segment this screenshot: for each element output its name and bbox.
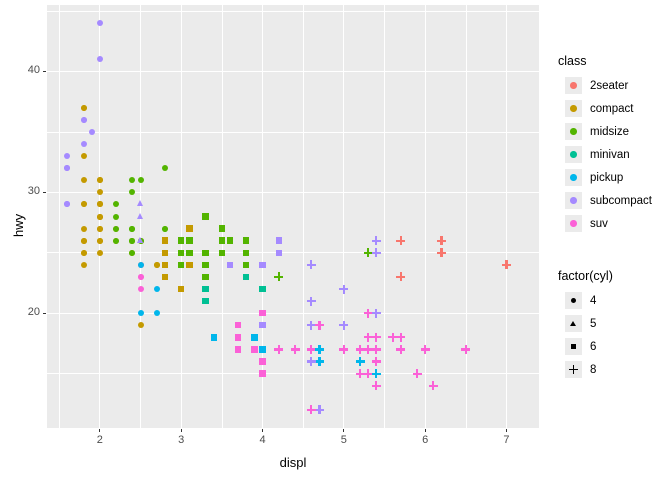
- x-tick-label: 5: [340, 434, 347, 446]
- plot-panel: [47, 5, 539, 428]
- gridline-horizontal: [47, 373, 539, 374]
- x-tick-mark: [262, 429, 263, 432]
- legend-key-midsize[interactable]: [565, 123, 582, 140]
- y-axis-title: hwy: [11, 213, 26, 237]
- x-tick-mark: [180, 429, 182, 432]
- legend-label-midsize: midsize: [590, 126, 629, 138]
- legend-label-suv: suv: [590, 218, 608, 230]
- gridline-horizontal: [47, 131, 539, 133]
- y-tick-mark: [43, 70, 46, 72]
- legend-title-class: class: [558, 54, 587, 68]
- legend-key-subcompact[interactable]: [565, 192, 582, 209]
- legend-label-4: 4: [590, 295, 597, 307]
- x-tick-label: 2: [96, 434, 103, 446]
- gridline-horizontal: [47, 312, 539, 314]
- legend-key-8[interactable]: [565, 361, 582, 378]
- gridline-vertical: [140, 5, 141, 428]
- x-tick-mark: [99, 429, 101, 432]
- y-tick-mark: [43, 312, 46, 314]
- legend-label-minivan: minivan: [590, 149, 630, 161]
- legend-title-factorcyl: factor(cyl): [558, 269, 613, 283]
- legend-label-subcompact: subcompact: [590, 195, 653, 207]
- legend-key-pickup[interactable]: [565, 169, 582, 186]
- legend-key-compact[interactable]: [565, 100, 582, 117]
- gridline-vertical: [58, 5, 60, 428]
- y-tick-label: 40: [27, 64, 40, 77]
- legend-key-4[interactable]: [565, 292, 582, 309]
- gridline-vertical: [384, 5, 385, 428]
- gridline-vertical: [221, 5, 223, 428]
- gridline-vertical: [180, 5, 182, 428]
- gridline-vertical: [99, 5, 101, 428]
- gridline-vertical: [261, 5, 264, 428]
- gridline-vertical: [343, 5, 345, 428]
- legend-label-8: 8: [590, 364, 597, 376]
- x-tick-mark: [505, 429, 507, 432]
- legend-label-2seater: 2seater: [590, 80, 629, 92]
- gridline-vertical: [302, 5, 304, 428]
- x-tick-mark: [343, 429, 345, 432]
- y-tick-mark: [43, 191, 46, 193]
- gridline-vertical: [505, 5, 507, 428]
- gridline-vertical: [424, 5, 426, 428]
- gridline-horizontal: [47, 10, 539, 12]
- gridline-horizontal: [47, 191, 539, 193]
- legend-label-compact: compact: [590, 103, 634, 115]
- legend-key-suv[interactable]: [565, 215, 582, 232]
- gridline-horizontal: [47, 70, 539, 72]
- gridline-vertical: [465, 5, 467, 428]
- legend-key-2seater[interactable]: [565, 77, 582, 94]
- legend-key-5[interactable]: [565, 315, 582, 332]
- x-tick-label: 7: [503, 434, 510, 446]
- legend-label-6: 6: [590, 341, 597, 353]
- legend-key-6[interactable]: [565, 338, 582, 355]
- legend-key-minivan[interactable]: [565, 146, 582, 163]
- x-tick-label: 6: [422, 434, 429, 446]
- x-tick-label: 4: [259, 434, 266, 446]
- x-tick-mark: [424, 429, 426, 432]
- legend-label-pickup: pickup: [590, 172, 624, 184]
- x-axis-title: displ: [279, 455, 307, 470]
- gridline-horizontal: [47, 252, 539, 254]
- x-tick-label: 3: [178, 434, 185, 446]
- y-tick-label: 20: [27, 306, 40, 319]
- legend-label-5: 5: [590, 318, 597, 330]
- y-tick-label: 30: [27, 185, 40, 198]
